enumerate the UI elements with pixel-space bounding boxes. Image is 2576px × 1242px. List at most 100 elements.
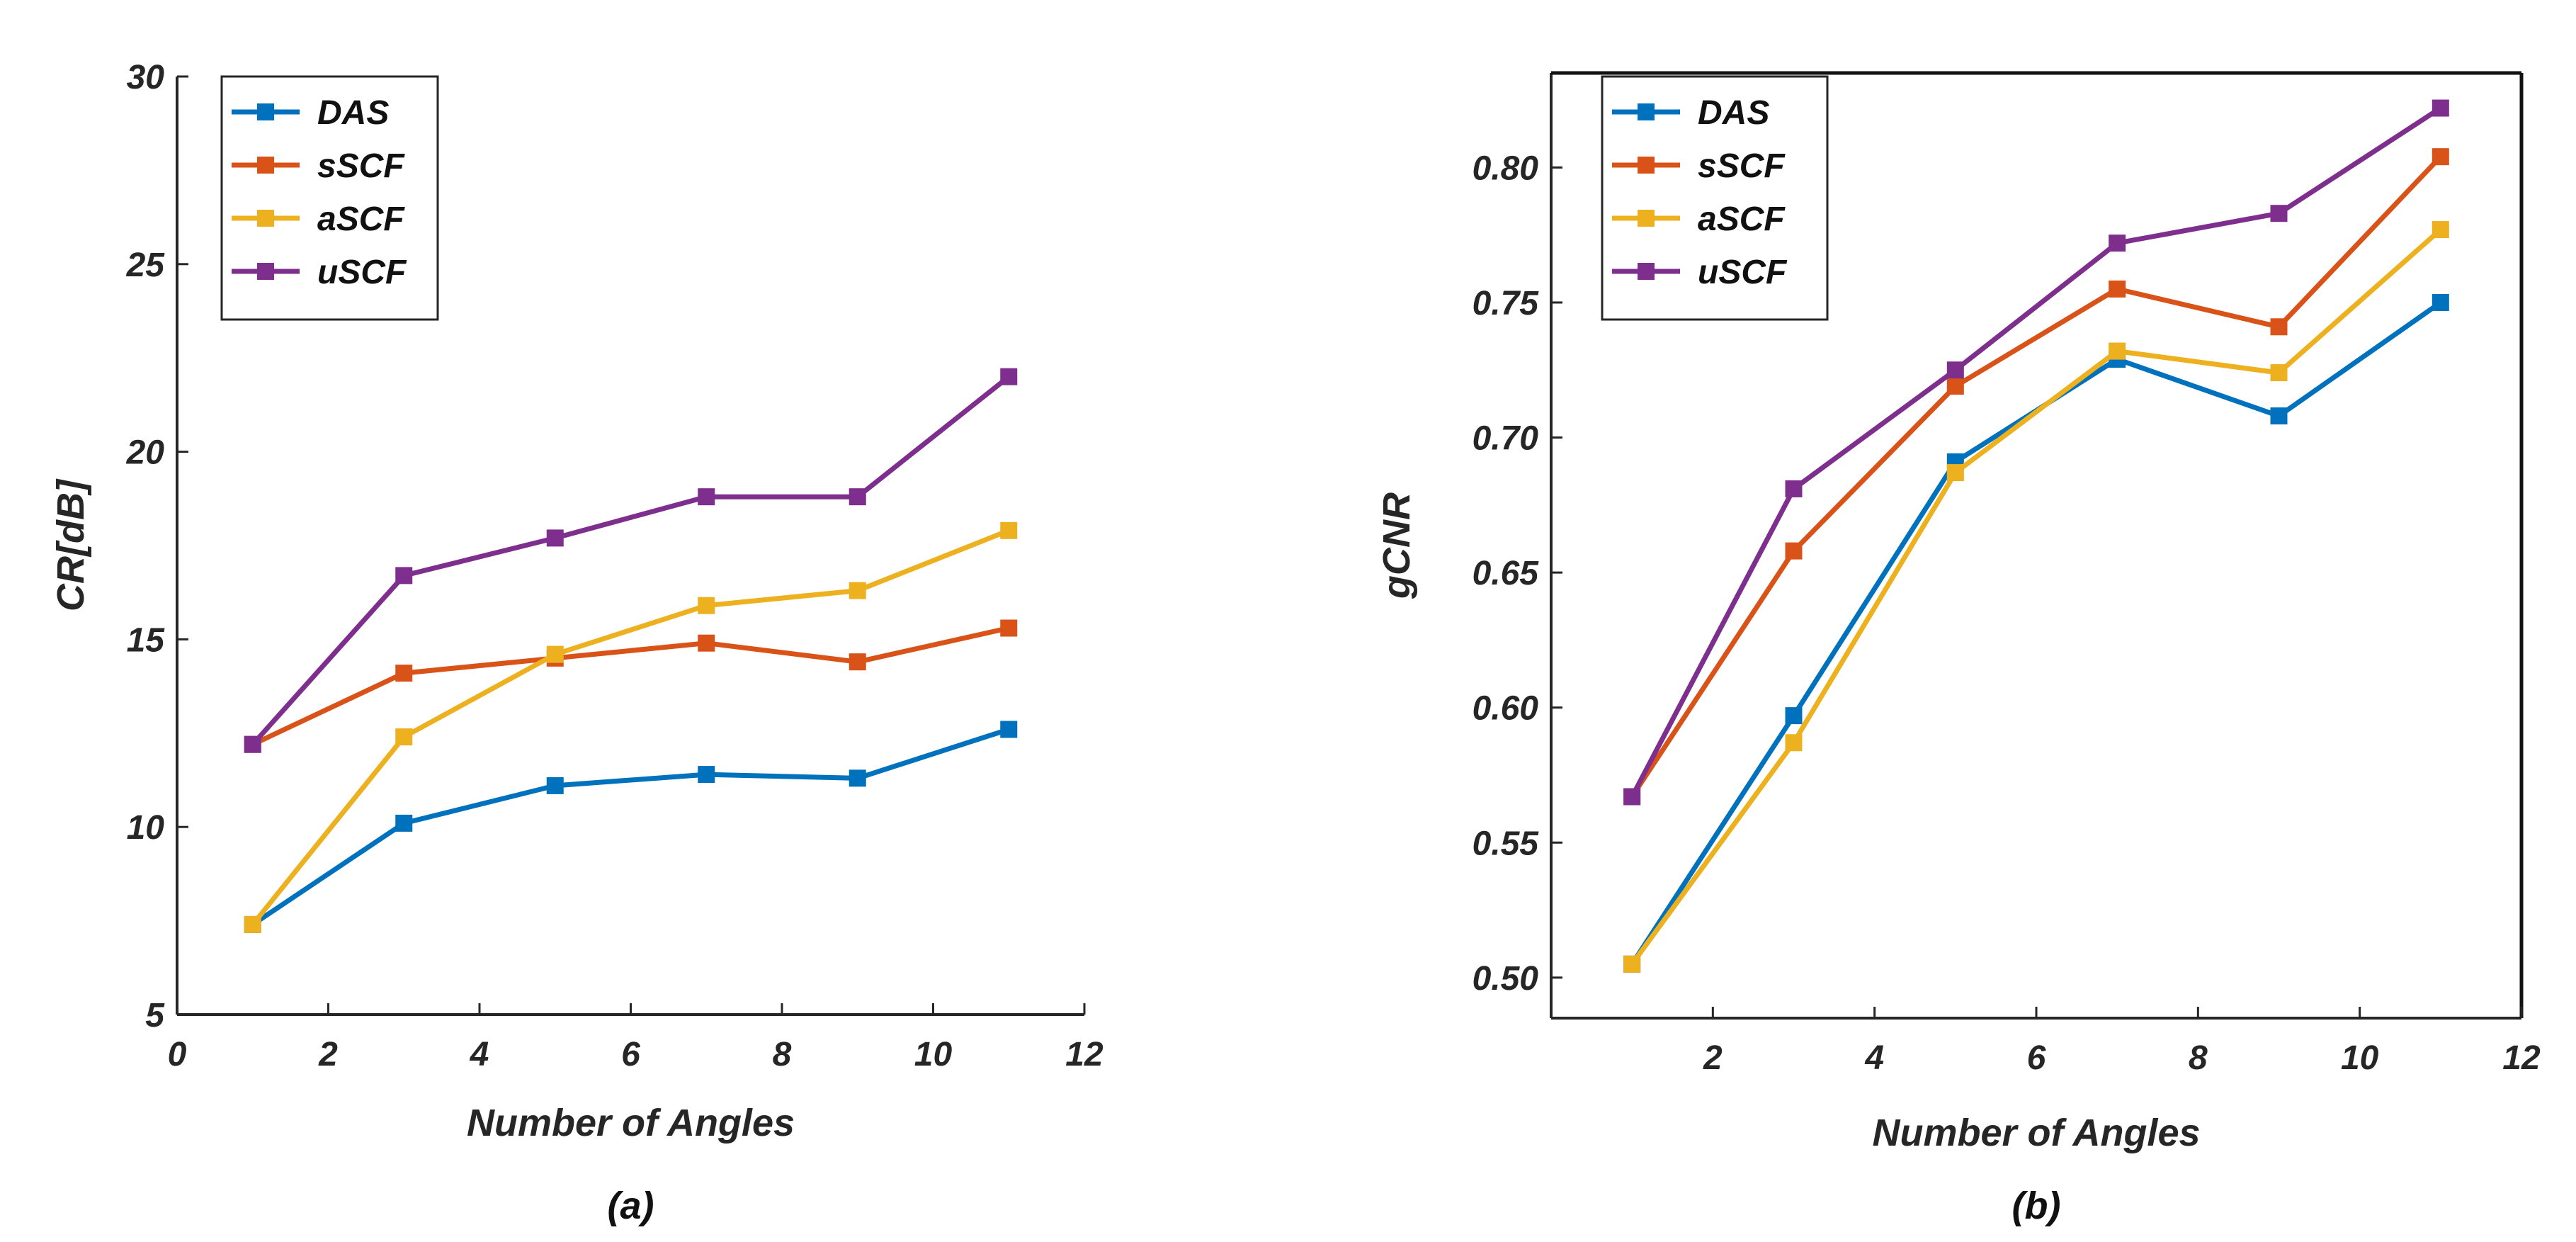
chart-a-point-ascf [698, 597, 715, 614]
chart-a-legend-swatch-marker [257, 210, 274, 227]
chart-b-caption: (b) [2012, 1185, 2061, 1227]
chart-b-y-tick-label: 0.65 [1473, 555, 1540, 592]
chart-b-x-tick-label: 6 [2027, 1039, 2046, 1077]
chart-b-point-ascf [2432, 221, 2449, 239]
chart-b-y-tick-label: 0.80 [1473, 149, 1539, 187]
chart-a-point-sscf [1000, 619, 1018, 637]
chart-b-legend-entry-das: DAS [1612, 94, 1769, 132]
chart-a-x-tick-label: 10 [914, 1036, 953, 1073]
chart-b-x-tick-label: 2 [1703, 1039, 1723, 1077]
chart-a-legend-entry-ascf: aSCF [232, 201, 405, 238]
chart-a-x-tick-label: 12 [1065, 1036, 1103, 1073]
chart-b-y-tick-label: 0.70 [1473, 420, 1539, 458]
chart-a-series-line-das [250, 727, 1011, 927]
chart-b-legend-swatch-marker [1638, 210, 1655, 227]
chart-b-point-uscf [1785, 480, 1803, 497]
chart-a-x-tick-label: 8 [773, 1036, 792, 1073]
chart-a-legend-swatch-marker [257, 103, 274, 120]
chart-b-point-ascf [1946, 464, 1964, 482]
chart-a-cr: 5 10 15 20 25 30 0 2 4 6 8 10 12 Number of Angles CR[d… [50, 59, 1103, 1227]
chart-a-point-sscf [849, 653, 866, 671]
chart-a-y-axis-title: CR[dB] [50, 478, 92, 611]
chart-a-point-sscf [698, 634, 715, 652]
chart-b-point-ascf [1785, 734, 1803, 752]
chart-a-point-ascf [395, 728, 413, 746]
chart-b-point-uscf [1623, 788, 1641, 806]
chart-b-series-line-ascf [1629, 227, 2444, 967]
chart-b-series-line-sscf [1629, 154, 2444, 799]
chart-a-point-ascf [244, 915, 261, 933]
chart-a-point-ascf [546, 645, 564, 663]
chart-a-point-ascf [1000, 521, 1018, 539]
chart-a-legend-label: uSCF [317, 254, 407, 291]
chart-a-legend: DAS sSCF aSCF uSCF [220, 75, 439, 321]
chart-b-point-sscf [2109, 280, 2126, 298]
chart-b-point-sscf [2270, 318, 2288, 336]
chart-a-point-uscf [849, 488, 866, 506]
chart-b-legend-swatch-marker [1638, 157, 1655, 174]
chart-a-point-sscf [395, 665, 413, 682]
chart-b-series-line-uscf [1629, 106, 2444, 799]
chart-a-series-line-ascf [250, 528, 1011, 927]
chart-b-point-ascf [1623, 955, 1641, 973]
chart-a-legend-label: DAS [317, 94, 389, 132]
chart-b-point-uscf [1946, 361, 1964, 379]
chart-b-legend-entry-uscf: uSCF [1612, 254, 1788, 291]
chart-b-point-das [2432, 293, 2449, 311]
chart-a-point-das [698, 766, 715, 784]
chart-b-point-uscf [2432, 99, 2449, 117]
chart-a-legend-label: aSCF [317, 201, 405, 238]
chart-a-x-axis-title: Number of Angles [467, 1102, 795, 1144]
chart-b-legend-entry-ascf: aSCF [1612, 201, 1786, 238]
chart-a-series-line-sscf [250, 626, 1011, 747]
chart-b-x-axis-title: Number of Angles [1872, 1112, 2200, 1154]
chart-b-legend-label: sSCF [1698, 147, 1786, 185]
chart-b-legend-swatch-marker [1638, 103, 1655, 120]
chart-b-point-uscf [2109, 235, 2126, 252]
chart-a-legend-entry-das: DAS [232, 94, 389, 132]
chart-a-series-line-uscf [250, 374, 1011, 747]
chart-b-point-sscf [1946, 378, 1964, 395]
chart-b-x-tick-label: 12 [2502, 1039, 2541, 1077]
chart-b-x-tick-label: 10 [2341, 1039, 2379, 1077]
chart-b-point-das [2270, 407, 2288, 425]
chart-b-legend-swatch-marker [1638, 263, 1655, 280]
chart-b-point-sscf [2432, 148, 2449, 166]
chart-b-point-ascf [2270, 364, 2288, 382]
chart-b-point-sscf [1785, 542, 1803, 560]
chart-a-legend-entry-sscf: sSCF [232, 147, 405, 185]
chart-a-point-uscf [698, 488, 715, 506]
chart-a-x-tick-label: 6 [621, 1036, 640, 1073]
chart-b-y-tick-label: 0.55 [1473, 825, 1540, 862]
chart-b-legend: DAS sSCF aSCF uSCF [1601, 75, 1829, 321]
chart-a-y-tick-label: 30 [127, 59, 165, 96]
chart-b-series-line-das [1629, 300, 2444, 967]
chart-b-legend-label: DAS [1698, 94, 1769, 132]
chart-a-y-tick-label: 15 [127, 621, 166, 659]
chart-a-point-uscf [1000, 368, 1018, 385]
chart-b-y-tick-label: 0.50 [1473, 960, 1539, 998]
chart-b-y-tick-label: 0.75 [1473, 285, 1540, 322]
chart-b-point-uscf [2270, 205, 2288, 222]
chart-b-legend-label: uSCF [1698, 254, 1788, 291]
chart-a-point-das [1000, 721, 1018, 738]
chart-b-point-ascf [2109, 342, 2126, 360]
chart-b-gcnr: 0.50 0.55 0.60 0.65 0.70 0.75 0.80 2 4 6 8 10 12 Numb… [1375, 71, 2541, 1227]
chart-a-x-tick-label: 2 [318, 1036, 338, 1073]
chart-a-point-uscf [244, 735, 261, 753]
chart-a-point-das [395, 814, 413, 832]
chart-b-legend-entry-sscf: sSCF [1612, 147, 1786, 185]
chart-a-y-tick-label: 5 [145, 997, 165, 1034]
chart-b-x-tick-label: 8 [2189, 1039, 2208, 1077]
chart-a-y-tick-label: 20 [126, 434, 165, 472]
chart-a-legend-label: sSCF [317, 147, 405, 185]
chart-b-legend-label: aSCF [1698, 201, 1786, 238]
chart-a-point-das [849, 769, 866, 787]
chart-a-x-tick-label: 0 [168, 1036, 187, 1073]
chart-b-point-das [1785, 707, 1803, 725]
chart-a-legend-swatch-marker [257, 263, 274, 280]
chart-b-x-tick-label: 4 [1864, 1039, 1884, 1077]
chart-a-point-ascf [849, 582, 866, 599]
chart-a-point-das [546, 777, 564, 794]
